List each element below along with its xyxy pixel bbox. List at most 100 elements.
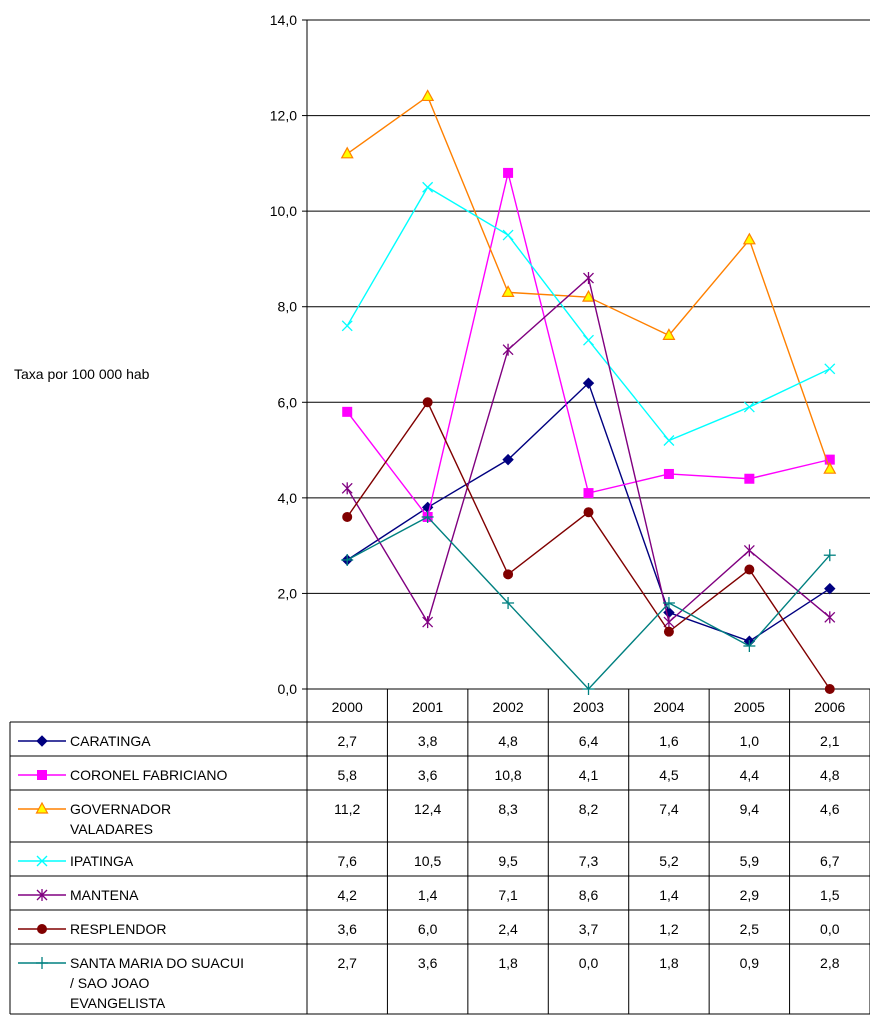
x-marker-stroke — [36, 855, 48, 867]
series-line — [346, 276, 831, 624]
table-value-label: 5,9 — [740, 853, 760, 869]
data-point — [503, 167, 514, 178]
y-tick-label: 12,0 — [270, 108, 297, 124]
x-category-label: 2004 — [653, 699, 684, 715]
data-point — [663, 626, 674, 637]
data-point — [824, 582, 836, 595]
data-point — [744, 564, 755, 575]
square-marker — [342, 406, 353, 417]
data-point — [502, 229, 514, 241]
table-value-label: 10,5 — [414, 853, 441, 869]
circle-marker — [663, 626, 674, 637]
table-value-label: 10,8 — [494, 767, 521, 783]
x-category-label: 2000 — [332, 699, 363, 715]
x-category-label: 2001 — [412, 699, 443, 715]
x-marker-stroke — [824, 363, 836, 375]
table-value-label: 8,2 — [579, 801, 599, 817]
data-point — [581, 289, 596, 302]
table-value-label: 7,6 — [337, 853, 357, 869]
series-line — [346, 516, 831, 691]
data-point — [342, 406, 353, 417]
table-value-label: 4,6 — [820, 801, 840, 817]
circle-marker — [824, 684, 835, 694]
circle-marker — [422, 397, 433, 408]
diamond-marker — [582, 377, 595, 389]
table-value-label: 7,1 — [498, 887, 518, 903]
table-value-label: 2,5 — [740, 921, 760, 937]
table-value-label: 3,8 — [418, 733, 438, 749]
y-tick-label: 0,0 — [278, 681, 298, 697]
data-point — [662, 328, 676, 340]
data-point — [502, 596, 515, 609]
triangle-marker — [581, 289, 596, 302]
data-point — [341, 482, 353, 495]
triangle-marker — [35, 801, 49, 814]
data-point — [502, 453, 514, 466]
data-point — [340, 146, 354, 159]
x-marker-stroke — [743, 401, 755, 413]
x-marker-stroke — [341, 320, 353, 332]
legend-key-marker — [36, 735, 48, 747]
table-value-label: 1,5 — [820, 887, 840, 903]
square-marker — [37, 770, 47, 780]
data-point — [823, 549, 836, 562]
circle-marker — [37, 924, 47, 934]
table-value-label: 1,8 — [498, 955, 518, 971]
table-value-label: 0,0 — [579, 955, 599, 971]
table-value-label: 5,8 — [337, 767, 357, 783]
data-point — [422, 397, 433, 408]
table-value-label: 2,4 — [498, 921, 518, 937]
data-point — [582, 683, 595, 695]
table-value-label: 7,3 — [579, 853, 599, 869]
data-point — [824, 684, 835, 694]
table-value-label: 8,3 — [498, 801, 518, 817]
y-tick-label: 2,0 — [278, 585, 298, 601]
legend-key-marker — [37, 924, 47, 934]
legend-series-name: SANTA MARIA DO SUACUI — [70, 955, 244, 971]
series-line — [346, 400, 831, 690]
data-point — [824, 363, 836, 375]
circle-marker — [744, 564, 755, 575]
legend-series-name: VALADARES — [70, 821, 153, 837]
data-point — [583, 272, 594, 285]
data-point — [743, 639, 756, 652]
data-point — [422, 616, 434, 629]
triangle-marker — [742, 232, 756, 245]
table-value-label: 6,4 — [579, 733, 599, 749]
x-marker-stroke — [583, 334, 594, 346]
x-category-label: 2006 — [814, 699, 845, 715]
legend-series-name: CORONEL FABRICIANO — [70, 767, 228, 783]
x-category-label: 2002 — [492, 699, 523, 715]
data-point — [583, 334, 594, 346]
x-category-label: 2005 — [734, 699, 765, 715]
data-point — [341, 553, 354, 566]
legend-series-name: / SAO JOAO — [70, 975, 149, 991]
table-value-label: 4,8 — [820, 767, 840, 783]
table-value-label: 3,6 — [418, 955, 438, 971]
data-point — [583, 488, 594, 499]
table-value-label: 4,8 — [498, 733, 518, 749]
data-point — [743, 544, 755, 557]
table-value-label: 6,7 — [820, 853, 840, 869]
triangle-marker — [501, 285, 515, 297]
table-value-label: 4,2 — [337, 887, 357, 903]
table-value-label: 2,1 — [820, 733, 840, 749]
y-axis-label: Taxa por 100 000 hab — [14, 366, 150, 382]
diamond-marker — [502, 453, 514, 466]
data-point — [742, 232, 756, 245]
table-value-label: 7,4 — [659, 801, 679, 817]
square-marker — [583, 488, 594, 499]
data-point — [663, 468, 674, 479]
legend-key-marker — [36, 889, 48, 901]
table-value-label: 0,0 — [820, 921, 840, 937]
table-value-label: 4,1 — [579, 767, 599, 783]
y-tick-label: 8,0 — [278, 299, 298, 315]
table-value-label: 8,6 — [579, 887, 599, 903]
data-point — [582, 377, 595, 389]
table-value-label: 3,6 — [337, 921, 357, 937]
x-marker-stroke — [663, 435, 675, 446]
triangle-marker — [823, 461, 837, 474]
table-value-label: 0,9 — [740, 955, 760, 971]
circle-marker — [583, 507, 594, 518]
data-point — [421, 89, 435, 102]
